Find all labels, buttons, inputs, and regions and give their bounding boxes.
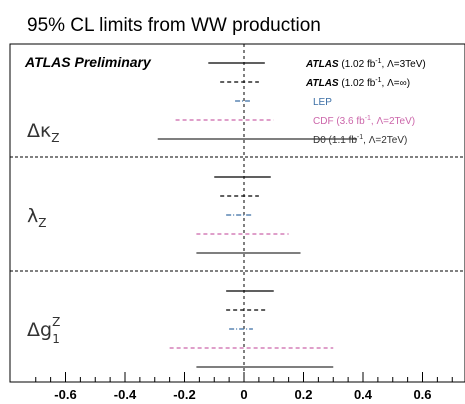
chart-title: 95% CL limits from WW production [27, 15, 321, 36]
x-axis: -0.6 -0.4 -0.2 0 0.2 0.4 0.6 [35, 372, 453, 402]
x-tick-label: 0 [240, 387, 247, 402]
legend-entry: CDF (3.6 fb-1, Λ=2TeV) [313, 115, 415, 127]
legend: ATLAS (1.02 fb-1, Λ=3TeV) ATLAS (1.02 fb-… [305, 58, 426, 146]
x-tick-label: 0.2 [294, 387, 312, 402]
plot-frame [9, 43, 465, 383]
atlas-preliminary-label: ATLAS Preliminary [24, 54, 152, 70]
limit-intervals [157, 62, 358, 368]
legend-entry: D0 (1.1 fb-1, Λ=2TeV) [313, 134, 407, 146]
x-tick-label: 0.4 [354, 387, 373, 402]
x-tick-label: -0.6 [54, 387, 76, 402]
parameter-label: λZ [27, 205, 46, 230]
legend-entry: ATLAS (1.02 fb-1, Λ=∞) [305, 77, 410, 89]
parameter-subscript: 1 [52, 332, 60, 346]
x-tick-label: -0.4 [114, 387, 137, 402]
parameter-subscript: Z [38, 216, 46, 230]
parameter-label: ΔκZ [27, 120, 59, 145]
legend-entry: LEP [313, 97, 332, 108]
parameter-subscript: Z [51, 131, 59, 145]
parameter-superscript: Z [52, 315, 60, 329]
x-tick-label: -0.2 [173, 387, 195, 402]
x-tick-label: 0.6 [413, 387, 431, 402]
parameter-label: ΔgZ 1 [27, 315, 60, 346]
legend-entry: ATLAS (1.02 fb-1, Λ=3TeV) [305, 58, 426, 70]
